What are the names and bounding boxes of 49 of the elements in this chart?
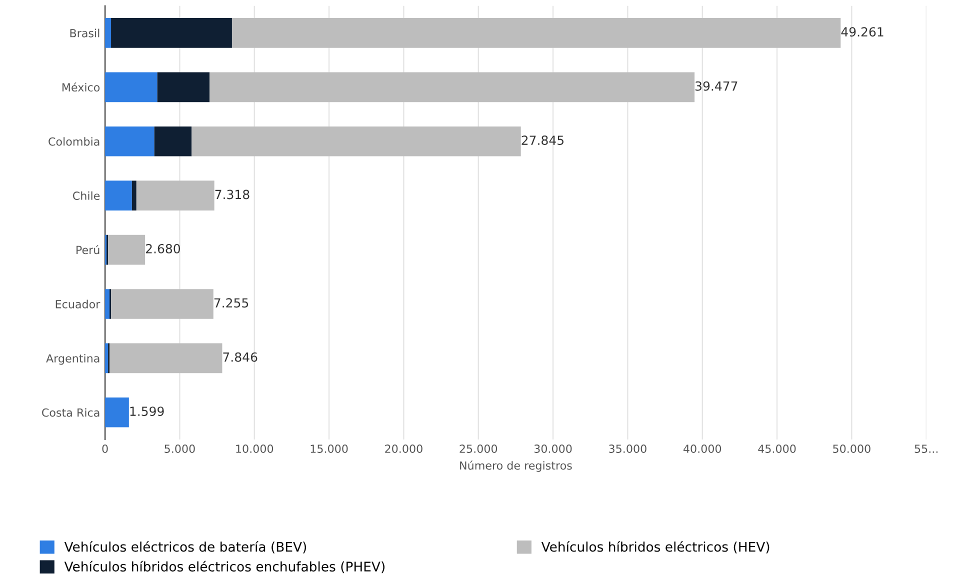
total-label: 27.845	[522, 136, 564, 145]
bar	[108, 234, 146, 265]
total-label: 7.846	[223, 352, 258, 362]
bar	[192, 126, 521, 156]
x-tick-label: 50.000	[833, 444, 870, 453]
y-tick-label: Perú	[76, 245, 100, 254]
y-tick-label: Argentina	[46, 354, 100, 365]
total-label: 1.599	[130, 406, 164, 416]
x-axis-title: Número de registros	[460, 460, 572, 472]
legend-label: Vehículos híbridos eléctricos enchufables (PHEV)	[64, 560, 384, 574]
bar	[111, 289, 214, 319]
bar	[210, 72, 695, 102]
bar	[232, 18, 841, 48]
y-tick-label: Ecuador	[56, 300, 100, 308]
x-tick-label: 5.000	[164, 444, 195, 453]
bar	[132, 180, 136, 210]
total-label: 39.477	[696, 81, 738, 91]
x-tick-label: 30.000	[534, 444, 572, 453]
total-label: 7.255	[214, 298, 248, 308]
x-tick-label: 20.000	[385, 444, 422, 453]
bar	[154, 126, 192, 156]
bar	[105, 18, 112, 48]
legend-label: Vehículos eléctricos de batería (BEV)	[64, 541, 306, 554]
x-tick-label: 10.000	[236, 444, 274, 453]
bar	[157, 72, 210, 102]
bar	[105, 397, 129, 428]
x-tick-label: 40.000	[683, 444, 722, 453]
bar	[105, 180, 132, 210]
bar	[110, 343, 222, 374]
total-label: 7.318	[215, 190, 250, 200]
y-tick-label: Brasil	[70, 28, 100, 38]
x-tick-label: 35.000	[609, 444, 646, 453]
total-label: 49.261	[841, 27, 884, 37]
legend-label: Vehículos híbridos eléctricos (HEV)	[541, 541, 770, 554]
bar	[136, 180, 214, 210]
x-tick-label: 55...	[914, 444, 938, 453]
y-tick-label: Chile	[73, 191, 100, 200]
x-tick-label: 15.000	[310, 444, 348, 453]
bar	[111, 18, 232, 48]
y-tick-label: Costa Rica	[42, 408, 100, 417]
total-label: 2.680	[146, 244, 180, 254]
x-tick-label: 0	[102, 444, 108, 453]
x-tick-label: 25.000	[460, 444, 498, 453]
y-tick-label: México	[62, 82, 100, 92]
y-tick-label: Colombia	[48, 137, 100, 146]
bar	[105, 126, 154, 156]
x-tick-label: 45.000	[758, 444, 796, 453]
bar	[105, 72, 158, 102]
bar	[105, 289, 110, 319]
